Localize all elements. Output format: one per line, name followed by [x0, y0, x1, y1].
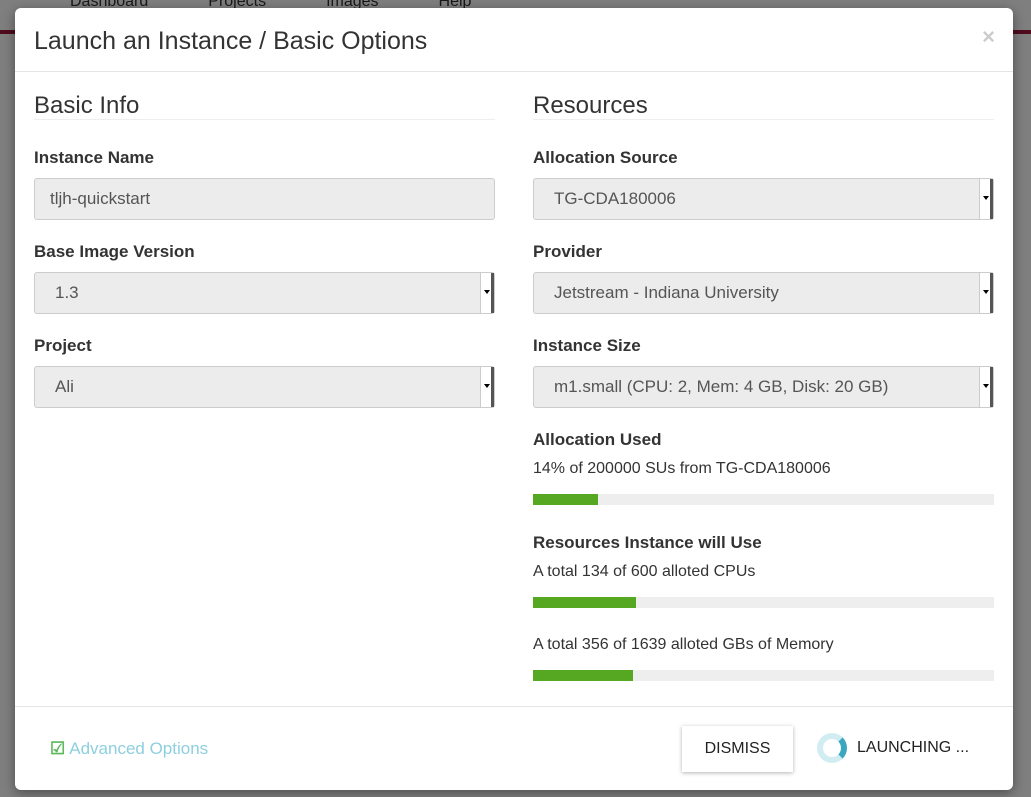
select-value: Jetstream - Indiana University	[554, 283, 779, 302]
allocation-source-label: Allocation Source	[533, 148, 678, 167]
basic-info-section: Basic Info Instance Name tljh-quickstart…	[34, 92, 495, 430]
cpu-progress-bar	[533, 597, 994, 608]
instance-size-label: Instance Size	[533, 336, 641, 355]
dropdown-arrow-icon	[480, 273, 494, 313]
dropdown-arrow-icon	[979, 273, 993, 313]
select-value: TG-CDA180006	[554, 189, 676, 208]
dismiss-button[interactable]: DISMISS	[682, 726, 793, 772]
spinner-icon	[817, 733, 847, 763]
launch-instance-modal: Launch an Instance / Basic Options × Bas…	[15, 8, 1013, 790]
select-value: Ali	[55, 377, 74, 396]
instance-name-input[interactable]: tljh-quickstart	[34, 178, 495, 220]
close-icon[interactable]: ×	[982, 24, 995, 49]
memory-progress-bar	[533, 670, 994, 681]
progress-fill	[533, 597, 636, 608]
section-heading: Basic Info	[34, 92, 144, 119]
project-select[interactable]: Ali	[34, 366, 495, 408]
provider-label: Provider	[533, 242, 602, 261]
instance-name-label: Instance Name	[34, 148, 154, 167]
advanced-options-label: Advanced Options	[69, 739, 209, 758]
select-value: m1.small (CPU: 2, Mem: 4 GB, Disk: 20 GB…	[554, 377, 889, 396]
launching-button[interactable]: LAUNCHING ...	[817, 733, 969, 763]
allocation-source-select[interactable]: TG-CDA180006	[533, 178, 994, 220]
cpu-text: A total 134 of 600 alloted CPUs	[533, 563, 756, 580]
section-heading: Resources	[533, 92, 652, 119]
allocation-used-label: Allocation Used	[533, 430, 662, 449]
resources-section: Resources Allocation Source TG-CDA180006…	[533, 92, 994, 709]
memory-text: A total 356 of 1639 alloted GBs of Memor…	[533, 636, 834, 653]
base-image-version-label: Base Image Version	[34, 242, 195, 261]
instance-size-select[interactable]: m1.small (CPU: 2, Mem: 4 GB, Disk: 20 GB…	[533, 366, 994, 408]
project-label: Project	[34, 336, 92, 355]
progress-fill	[533, 494, 598, 505]
provider-select[interactable]: Jetstream - Indiana University	[533, 272, 994, 314]
base-image-version-select[interactable]: 1.3	[34, 272, 495, 314]
progress-fill	[533, 670, 634, 681]
will-use-label: Resources Instance will Use	[533, 533, 762, 552]
dropdown-arrow-icon	[979, 179, 993, 219]
modal-footer: ☑ Advanced Options DISMISS LAUNCHING ...	[15, 706, 1013, 790]
modal-header: Launch an Instance / Basic Options ×	[15, 8, 1013, 72]
dropdown-arrow-icon	[480, 367, 494, 407]
modal-title: Launch an Instance / Basic Options	[34, 27, 428, 55]
advanced-options-link[interactable]: ☑ Advanced Options	[50, 739, 208, 759]
allocation-used-text: 14% of 200000 SUs from TG-CDA180006	[533, 460, 831, 477]
checkbox-checked-icon: ☑	[50, 739, 66, 758]
launching-label: LAUNCHING ...	[857, 739, 970, 756]
dropdown-arrow-icon	[979, 367, 993, 407]
select-value: 1.3	[55, 283, 79, 302]
allocation-progress-bar	[533, 494, 994, 505]
